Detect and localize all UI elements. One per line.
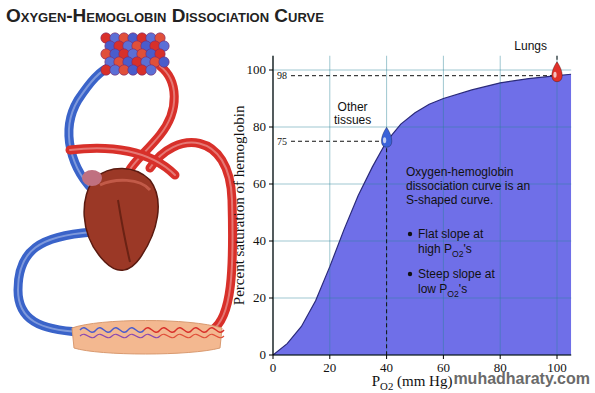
point-label: tissues: [334, 113, 371, 127]
bullet-line: Flat slope at: [418, 227, 484, 241]
curve: [273, 74, 571, 355]
x-axis: [273, 354, 571, 355]
capillary: [96, 334, 112, 337]
vessel-highlight: [150, 143, 233, 330]
y-tick: [269, 70, 273, 71]
y-tick: [269, 298, 273, 299]
x-tick: [500, 355, 501, 359]
grid-line-x: [500, 56, 501, 355]
capillary: [192, 328, 208, 333]
y-tick: [269, 241, 273, 242]
point-label: Lungs: [514, 39, 547, 53]
grid-line-y: [273, 127, 571, 128]
capillary: [112, 328, 128, 333]
level-line: [291, 141, 387, 142]
x-tick: [273, 355, 274, 359]
bullet-line: Steep slope at: [418, 267, 495, 281]
y-tick-label: 100: [247, 62, 267, 77]
point-level-label: 75: [277, 136, 287, 147]
grid-line-x: [386, 56, 387, 355]
capillary: [96, 328, 112, 333]
bullet-dot: [408, 232, 412, 236]
point-drop: [552, 62, 563, 82]
y-tick: [269, 355, 273, 356]
x-axis-label: PO2 (mm Hg): [372, 373, 453, 392]
vessel: [150, 143, 233, 330]
note-line: Oxygen-hemoglobin: [406, 165, 513, 179]
point-drop: [381, 127, 392, 147]
atrium: [82, 170, 102, 186]
heart-shine: [100, 180, 150, 190]
alveolus: [159, 57, 169, 67]
x-tick-label: 40: [380, 360, 393, 375]
x-tick: [443, 355, 444, 359]
y-tick: [269, 127, 273, 128]
circulation-illustration: [18, 33, 233, 354]
stage: Oxygen-Hemoglobin Dissociation Curve 0 20 4…: [0, 0, 595, 393]
capillary: [144, 328, 160, 333]
grid: [273, 56, 571, 355]
alveolus: [146, 65, 156, 75]
level-line: [291, 75, 557, 76]
bullet-line: low PO2's: [418, 282, 467, 299]
y-axis-label: Percent saturation of hemoglobin: [231, 105, 247, 305]
y-tick-label: 80: [253, 119, 266, 134]
point-label: Other: [338, 100, 368, 114]
x-tick: [386, 355, 387, 359]
note-line: S-shaped curve.: [406, 193, 493, 207]
capillary: [208, 328, 224, 333]
heart-groove: [118, 200, 130, 262]
y-tick-label: 20: [253, 290, 266, 305]
grid-line-x: [329, 56, 330, 355]
grid-line-x: [557, 56, 558, 355]
bullet-dot: [408, 272, 412, 276]
vessel-highlight: [18, 232, 92, 332]
data-group: [273, 74, 571, 355]
point-level-label: 98: [277, 70, 287, 81]
x-tick-label: 0: [270, 360, 277, 375]
grid-line-y: [273, 298, 571, 299]
capillary: [80, 328, 96, 333]
capillary: [80, 334, 96, 337]
drop-shine: [553, 72, 556, 78]
capillary: [112, 334, 128, 337]
curve-group: [273, 74, 571, 355]
y-tick: [269, 184, 273, 185]
bullet-line: high PO2's: [418, 242, 472, 259]
note-line: dissociation curve is an: [406, 179, 530, 193]
vertical-guide: [386, 141, 387, 355]
y-tick-label: 0: [260, 347, 267, 362]
capillary: [176, 334, 192, 337]
y-tick-label: 40: [253, 233, 266, 248]
drop-shine: [383, 137, 386, 143]
y-axis: [272, 56, 273, 355]
area: [273, 74, 571, 355]
source: muhadharaty.com: [453, 370, 590, 387]
capillary: [128, 328, 144, 333]
grid-line-y: [273, 70, 571, 71]
x-tick: [329, 355, 330, 359]
grid-line-x: [273, 56, 274, 355]
capillary: [144, 334, 160, 337]
capillary: [160, 328, 176, 333]
x-tick-label: 20: [323, 360, 336, 375]
capillary: [176, 328, 192, 333]
capillary: [160, 334, 176, 337]
grid-line-y: [273, 355, 571, 356]
capillary: [192, 334, 208, 337]
y-tick-label: 60: [253, 176, 266, 191]
tissue: [72, 321, 222, 355]
capillary: [208, 334, 224, 337]
x-tick: [557, 355, 558, 359]
title: Oxygen-Hemoglobin Dissociation Curve: [6, 5, 324, 26]
capillary: [128, 334, 144, 337]
vessel: [18, 232, 92, 332]
